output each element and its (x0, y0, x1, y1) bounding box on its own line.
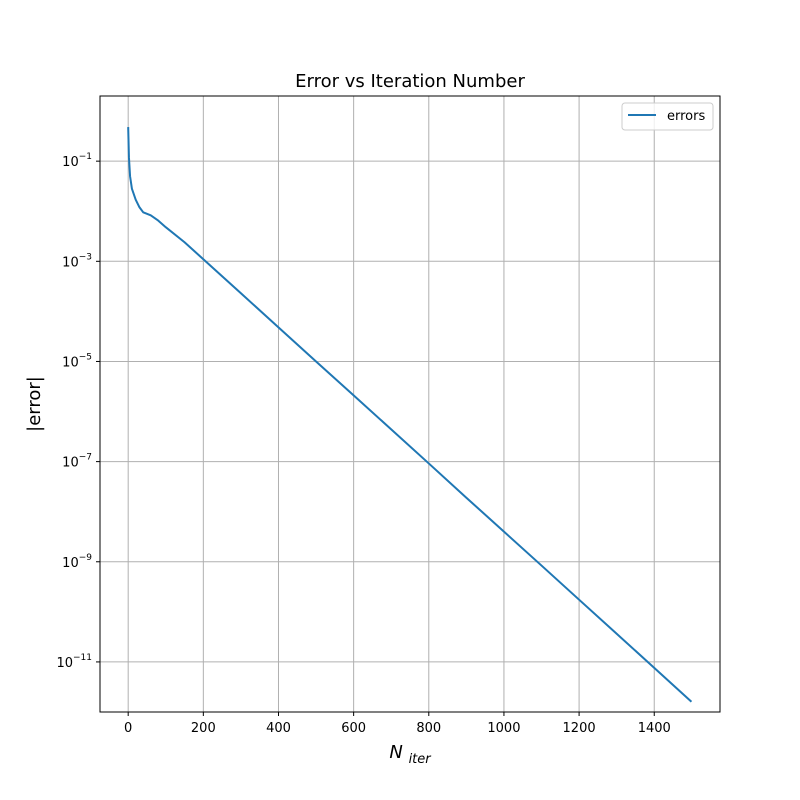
tick-layer: 0 200 400 600 800 1000 1200 140010−1110−910−710… (56, 152, 670, 736)
x-tick-label: 1400 (638, 721, 671, 736)
chart-title: Error vs Iteration Number (295, 71, 525, 92)
x-axis-label-subscript: iter (409, 752, 433, 767)
y-tick-label-base: 10 (62, 155, 79, 170)
y-tick-label-base: 10 (62, 456, 79, 471)
x-tick-label: 200 (191, 721, 216, 736)
series-line-errors (127, 127, 693, 703)
x-axis-label-base: N (389, 742, 402, 763)
x-tick-label: 1000 (487, 721, 520, 736)
grid-layer (100, 96, 720, 712)
y-tick-label: 10−7 (62, 453, 92, 471)
y-tick-label: 10−9 (62, 553, 92, 571)
x-tick-label: 600 (341, 721, 366, 736)
legend-box (621, 102, 714, 131)
y-tick-label-base: 10 (62, 255, 79, 270)
legend: errors (621, 102, 714, 131)
y-tick-label-exponent: −9 (79, 553, 93, 563)
y-tick-label-exponent: −7 (79, 453, 92, 463)
y-tick-label-base: 10 (62, 556, 79, 571)
y-tick-label-exponent: −5 (79, 352, 92, 362)
series-layer (127, 127, 693, 703)
y-tick-label: 10−1 (62, 152, 92, 170)
x-tick-label: 400 (266, 721, 291, 736)
plot-frame (99, 95, 721, 713)
y-tick-label-base: 10 (62, 355, 79, 370)
y-tick-label-exponent: −1 (79, 152, 92, 162)
y-tick-label-base: 10 (56, 656, 73, 671)
x-tick-label: 800 (416, 721, 441, 736)
y-tick-label-exponent: −3 (79, 252, 92, 262)
y-tick-label: 10−3 (62, 252, 92, 270)
x-tick-label: 0 (124, 721, 132, 736)
x-tick-label: 1200 (563, 721, 596, 736)
y-tick-label: 10−11 (56, 653, 92, 671)
x-axis-label: N iter (389, 742, 432, 767)
y-tick-label-exponent: −11 (73, 653, 92, 663)
legend-label-errors: errors (667, 109, 705, 124)
y-tick-label: 10−5 (62, 352, 92, 370)
y-axis-label: |error| (24, 376, 45, 432)
